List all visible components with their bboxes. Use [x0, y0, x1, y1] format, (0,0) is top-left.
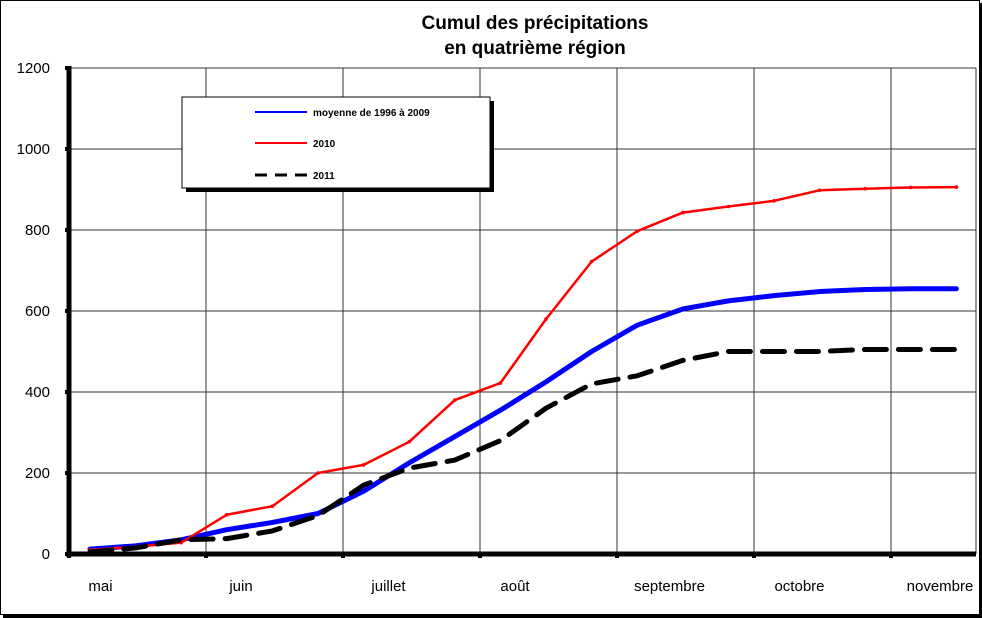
- y-tick-label: 800: [25, 222, 50, 239]
- x-tick-label: octobre: [774, 578, 824, 595]
- series-line-moyenne-de-1996-à-2009: [87, 286, 959, 552]
- series-lines: [87, 185, 959, 555]
- y-tick-label: 1200: [17, 60, 50, 77]
- data-point: [225, 512, 229, 517]
- x-tick-label: août: [500, 578, 530, 595]
- data-point: [817, 188, 822, 193]
- x-tick-label: juin: [228, 578, 252, 595]
- data-point: [316, 471, 320, 475]
- x-tick-label: juillet: [370, 578, 406, 595]
- legend-box: [181, 96, 491, 189]
- chart-title-line-1: Cumul des précipitations: [422, 13, 649, 34]
- y-tick-label: 200: [25, 465, 50, 482]
- data-point: [772, 199, 776, 203]
- data-point: [453, 398, 457, 402]
- data-point: [498, 381, 503, 385]
- data-point: [270, 504, 275, 509]
- legend-label-2010: 2010: [313, 139, 336, 150]
- y-tick-label: 600: [25, 303, 50, 320]
- data-point: [361, 463, 366, 467]
- x-tick-label: septembre: [634, 578, 705, 595]
- series-line-2011: [87, 346, 959, 555]
- data-point: [726, 204, 731, 209]
- data-point: [407, 440, 412, 444]
- y-tick-label: 400: [25, 384, 50, 401]
- data-point: [909, 185, 913, 190]
- series-line-2010: [88, 185, 958, 552]
- legend: moyenne de 1996 à 2009 2010 2011: [181, 96, 494, 192]
- x-tick-label: mai: [88, 578, 112, 595]
- y-tick-label: 1000: [17, 141, 50, 158]
- legend-label-2011: 2011: [313, 171, 335, 182]
- y-tick-label: 0: [42, 546, 50, 563]
- data-point: [635, 229, 639, 234]
- data-point: [589, 259, 594, 264]
- x-tick-label: novembre: [907, 578, 974, 595]
- data-point: [681, 210, 685, 215]
- chart-title-line-2: en quatrième région: [444, 38, 626, 59]
- axes: 0 200 400 600 800 1000 1200 mai juin juillet août s…: [17, 60, 976, 595]
- data-point: [544, 317, 548, 321]
- data-point: [863, 186, 867, 191]
- data-point: [954, 185, 959, 189]
- legend-label-moyenne: moyenne de 1996 à 2009: [313, 108, 430, 119]
